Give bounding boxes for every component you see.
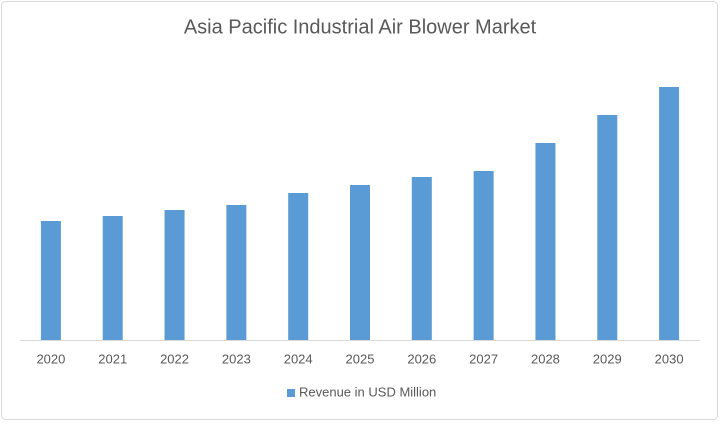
bar — [535, 143, 556, 340]
bar — [226, 205, 247, 340]
bar — [288, 193, 309, 340]
bar — [411, 177, 432, 340]
x-tick-label: 2022 — [160, 351, 189, 366]
bar — [350, 185, 370, 340]
legend-swatch — [287, 389, 295, 397]
x-tick-label: 2025 — [346, 351, 375, 366]
bar — [40, 221, 61, 340]
bar — [659, 87, 680, 340]
bar — [473, 171, 494, 340]
x-tick-label: 2030 — [655, 351, 684, 366]
x-tick-label: 2028 — [531, 351, 560, 366]
x-tick-label: 2027 — [469, 351, 498, 366]
x-tick-label: 2029 — [593, 351, 622, 366]
legend-label: Revenue in USD Million — [299, 384, 436, 399]
x-tick-label: 2020 — [36, 351, 65, 366]
x-tick-label: 2024 — [284, 351, 313, 366]
chart-title: Asia Pacific Industrial Air Blower Marke… — [184, 16, 537, 38]
x-tick-label: 2021 — [98, 351, 127, 366]
x-tick-label: 2023 — [222, 351, 251, 366]
bar — [164, 210, 185, 340]
bar — [102, 216, 123, 340]
x-tick-label: 2026 — [407, 351, 436, 366]
bar — [597, 115, 618, 340]
